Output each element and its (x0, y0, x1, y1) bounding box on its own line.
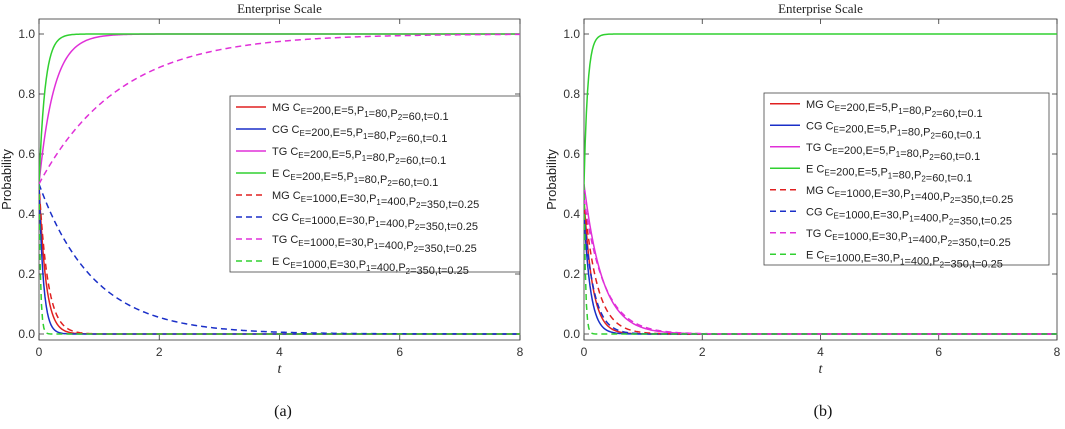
legend-entry: E CE=200,E=5,P1=80,P2=60,t=0.1 (272, 168, 438, 189)
legend-entry: CG CE=1000,E=30,P1=400,P2=350,t=0.25 (806, 206, 1012, 227)
panel-label: (b) (814, 403, 833, 420)
legend-entry: CG CE=1000,E=30,P1=400,P2=350,t=0.25 (272, 212, 478, 233)
x-tick-label: 6 (935, 345, 942, 359)
series-line (584, 198, 1057, 335)
legend-entry: MG CE=1000,E=30,P1=400,P2=350,t=0.25 (272, 190, 479, 211)
x-tick-label: 0 (581, 345, 588, 359)
y-axis-label: Probability (544, 149, 559, 210)
series-line (584, 183, 1057, 335)
y-tick-label: 0.2 (18, 267, 35, 281)
x-axis-label: t (278, 362, 283, 377)
x-tick-label: 8 (1054, 345, 1061, 359)
legend-entry: CG CE=200,E=5,P1=80,P2=60,t=0.1 (806, 120, 981, 141)
legend-entry: CG CE=200,E=5,P1=80,P2=60,t=0.1 (272, 124, 447, 145)
series-line (39, 33, 520, 185)
x-tick-label: 4 (817, 345, 824, 359)
series-line (39, 183, 520, 335)
legend-box (763, 92, 1050, 266)
y-tick-label: 0.8 (18, 87, 35, 101)
chart-title: Enterprise Scale (778, 1, 863, 16)
x-tick-label: 8 (517, 345, 524, 359)
series-line (39, 33, 520, 185)
y-tick-label: 0.6 (563, 147, 580, 161)
x-axis-label: t (819, 362, 824, 377)
x-tick-label: 4 (276, 345, 283, 359)
y-tick-label: 0.8 (563, 87, 580, 101)
y-tick-label: 1.0 (563, 27, 580, 41)
legend-entry: MG CE=1000,E=30,P1=400,P2=350,t=0.25 (806, 185, 1013, 206)
y-tick-label: 0.4 (563, 207, 580, 221)
legend-entry: TG CE=1000,E=30,P1=400,P2=350,t=0.25 (272, 234, 477, 255)
x-tick-label: 6 (396, 345, 403, 359)
x-tick-label: 2 (699, 345, 706, 359)
chart-panel-b: Enterprise Scale 0.0 0.2 0.4 0.6 0.8 1.0 0 2 4 6 8 t… (544, 1, 1061, 420)
y-tick-label: 0.6 (18, 147, 35, 161)
legend-entry: TG CE=1000,E=30,P1=400,P2=350,t=0.25 (806, 228, 1011, 249)
y-tick-label: 0.4 (18, 207, 35, 221)
x-tick-label: 2 (156, 345, 163, 359)
legend-entry: MG CE=200,E=5,P1=80,P2=60,t=0.1 (806, 99, 983, 120)
legend-entry: TG CE=200,E=5,P1=80,P2=60,t=0.1 (272, 146, 446, 167)
legend-box (229, 95, 521, 273)
legend-entry: TG CE=200,E=5,P1=80,P2=60,t=0.1 (806, 142, 980, 163)
legend-entry: MG CE=200,E=5,P1=80,P2=60,t=0.1 (272, 102, 449, 123)
y-tick-label: 0.0 (563, 327, 580, 341)
legend-entry: E CE=1000,E=30,P1=400,P2=350,t=0.25 (272, 256, 469, 277)
panel-label: (a) (274, 403, 292, 420)
legend-entry: E CE=200,E=5,P1=80,P2=60,t=0.1 (806, 163, 972, 184)
chart-panel-a: Enterprise Scale 0.0 0.2 0.4 0.6 0.8 1.0 0 2 4 6 8 t… (0, 1, 524, 420)
series-line (39, 183, 520, 335)
legend-entry: E CE=1000,E=30,P1=400,P2=350,t=0.25 (806, 249, 1003, 270)
series-line (584, 33, 1057, 185)
y-tick-label: 0.2 (563, 267, 580, 281)
chart-title: Enterprise Scale (237, 1, 322, 16)
x-tick-label: 0 (36, 345, 43, 359)
y-tick-label: 1.0 (18, 27, 35, 41)
y-tick-label: 0.0 (18, 327, 35, 341)
y-axis-label: Probability (0, 149, 14, 210)
